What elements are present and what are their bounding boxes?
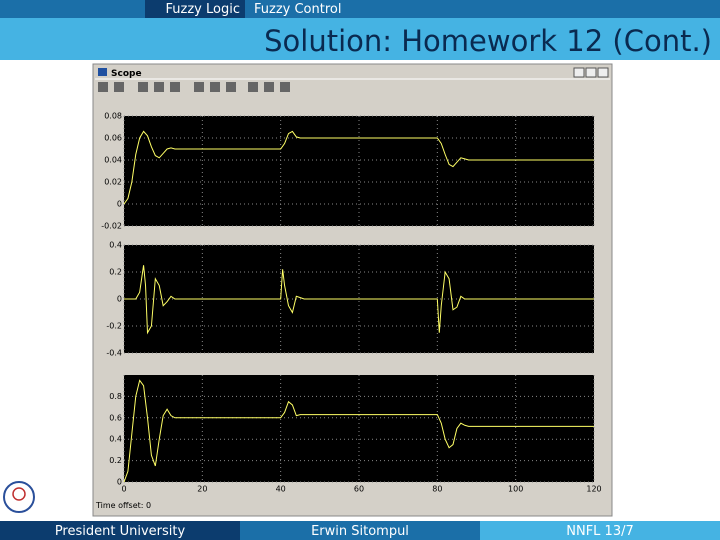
y-tick-label: -0.02	[101, 222, 122, 231]
y-tick-label: 0.02	[104, 178, 122, 187]
toolbar	[98, 82, 290, 92]
trace	[123, 130, 594, 205]
x-tick-label: 120	[586, 485, 601, 494]
footer-center: Erwin Sitompul	[311, 524, 409, 539]
y-tick-label: 0.06	[104, 134, 122, 143]
y-tick-label: 0.2	[109, 456, 122, 465]
x-tick-label: 100	[508, 485, 523, 494]
footer-center-band	[240, 521, 480, 540]
params-button[interactable]	[114, 82, 124, 92]
print-button[interactable]	[98, 82, 108, 92]
tab-active	[145, 0, 245, 18]
title-band	[0, 18, 720, 60]
x-tick-label: 40	[276, 485, 286, 494]
y-tick-label: 0.6	[109, 413, 122, 422]
slide-title: Solution: Homework 12 (Cont.)	[264, 24, 712, 58]
y-tick-label: 0.8	[109, 392, 122, 401]
time-offset: Time offset: 0	[95, 501, 151, 510]
tab: Fuzzy Logic	[166, 2, 240, 17]
y-tick-label: -0.4	[106, 349, 122, 358]
y-tick-label: 0	[117, 200, 122, 209]
window-title: Scope	[111, 69, 142, 79]
close-button[interactable]	[597, 67, 609, 78]
logo	[3, 481, 35, 513]
trace	[123, 379, 594, 483]
zoom-y-button[interactable]	[170, 82, 180, 92]
footer-right: NNFL 13/7	[566, 524, 634, 539]
lock-button[interactable]	[264, 82, 274, 92]
tab: Fuzzy Control	[254, 2, 341, 17]
x-tick-label: 60	[354, 485, 364, 494]
plot-area	[124, 116, 594, 226]
plot-area	[124, 375, 594, 482]
y-tick-label: 0	[117, 478, 122, 487]
trace	[124, 265, 594, 335]
footer-right-band	[480, 521, 720, 540]
signal-button[interactable]	[280, 82, 290, 92]
y-tick-label: -0.2	[106, 322, 122, 331]
x-tick-label: 20	[197, 485, 207, 494]
plots: 0.08 0.06 0.04 0.02 0 -0.02 0.4 0.2 0 -0.2 -0.4 0.8…	[101, 112, 601, 494]
footer-left-band	[0, 521, 240, 540]
y-tick-label: 0.2	[109, 268, 122, 277]
save-axes-button[interactable]	[210, 82, 220, 92]
y-tick-label: 0.4	[109, 241, 122, 250]
x-tick-label: 0	[121, 485, 126, 494]
zoom-button[interactable]	[138, 82, 148, 92]
autoscale-button[interactable]	[194, 82, 204, 92]
minimize-button[interactable]	[573, 67, 585, 78]
y-tick-label: 0.4	[109, 435, 122, 444]
window-icon	[98, 68, 107, 76]
y-tick-label: 0	[117, 295, 122, 304]
x-tick-label: 80	[432, 485, 442, 494]
y-tick-label: 0.04	[104, 156, 122, 165]
restore-axes-button[interactable]	[226, 82, 236, 92]
footer-left: President University	[55, 524, 186, 539]
zoom-x-button[interactable]	[154, 82, 164, 92]
y-tick-label: 0.08	[104, 112, 122, 121]
maximize-button[interactable]	[585, 67, 597, 78]
float-button[interactable]	[248, 82, 258, 92]
window-titlebar	[95, 66, 610, 78]
tab-bar	[0, 0, 720, 18]
